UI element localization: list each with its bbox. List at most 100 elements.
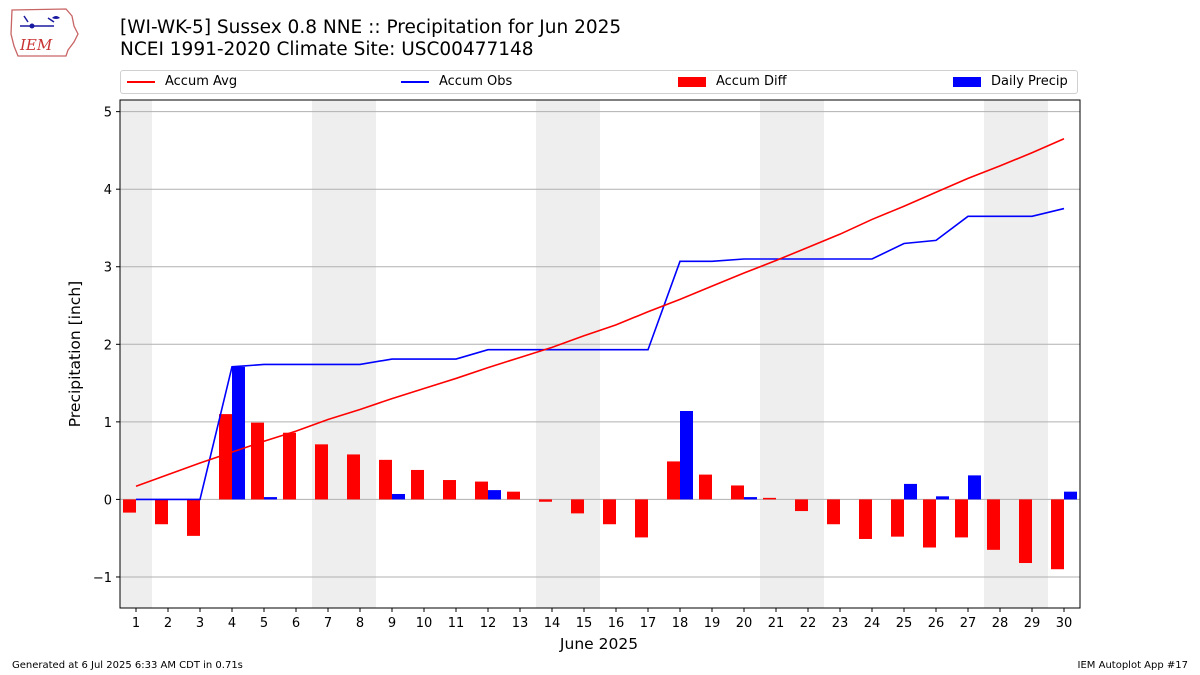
daily-precip-bar-26	[936, 496, 949, 500]
accum-diff-bar-19	[699, 474, 712, 500]
daily-precip-bar-5	[264, 497, 277, 500]
x-tick-label-1: 1	[132, 616, 140, 631]
legend-item-daily-precip: Daily Precip	[953, 74, 1068, 89]
x-tick-label-22: 22	[800, 616, 817, 631]
y-axis-label: Precipitation [inch]	[66, 281, 84, 427]
y-tick-label-4: 4	[104, 183, 112, 198]
plot-frame	[119, 99, 1081, 609]
x-tick-label-17: 17	[640, 616, 657, 631]
accum-obs-line	[136, 207, 1065, 501]
x-tick-label-24: 24	[864, 616, 881, 631]
iem-logo: IEM	[8, 6, 82, 60]
x-tick-label-6: 6	[292, 616, 300, 631]
accum-diff-bar-3	[187, 499, 200, 536]
accum-diff-bar-5	[251, 422, 264, 500]
accum-diff-bar-17	[635, 499, 648, 538]
x-tick-label-8: 8	[356, 616, 364, 631]
accum-diff-bar-30	[1051, 499, 1064, 570]
weekend-shade-day-7	[312, 100, 344, 608]
accum-diff-bar-22	[795, 499, 808, 512]
svg-text:IEM: IEM	[19, 36, 53, 54]
app-note: IEM Autoplot App #17	[1077, 660, 1188, 671]
x-tick-label-25: 25	[896, 616, 913, 631]
legend-swatch-accum-obs	[401, 80, 429, 83]
accum-diff-bar-10	[411, 469, 424, 500]
x-tick-label-19: 19	[704, 616, 721, 631]
accum-diff-bar-27	[955, 499, 968, 538]
weekend-shade-day-21	[760, 100, 792, 608]
legend-item-accum-diff: Accum Diff	[678, 74, 787, 89]
y-tick-label-2: 2	[104, 338, 112, 353]
bars	[123, 366, 1077, 570]
accum-diff-bar-29	[1019, 499, 1032, 564]
daily-precip-bar-12	[488, 490, 501, 500]
accum-diff-bar-13	[507, 491, 520, 500]
daily-precip-bar-27	[968, 475, 981, 500]
accum-diff-bar-24	[859, 499, 872, 539]
legend-swatch-daily-precip	[953, 76, 981, 87]
y-tick-label-0: 0	[104, 493, 112, 508]
x-tick-label-12: 12	[480, 616, 497, 631]
legend-label-accum-obs: Accum Obs	[439, 74, 513, 89]
x-tick-label-30: 30	[1056, 616, 1073, 631]
x-axis-label: June 2025	[559, 635, 638, 653]
title-line-1: [WI-WK-5] Sussex 0.8 NNE :: Precipitatio…	[120, 17, 622, 38]
legend-swatch-accum-avg	[127, 80, 155, 83]
x-tick-label-10: 10	[416, 616, 433, 631]
accum-diff-bar-18	[667, 461, 680, 500]
daily-precip-bar-18	[680, 411, 693, 500]
legend-item-accum-obs: Accum Obs	[401, 74, 512, 89]
accum-diff-bar-25	[891, 499, 904, 537]
x-tick-label-9: 9	[388, 616, 396, 631]
generated-note: Generated at 6 Jul 2025 6:33 AM CDT in 0…	[12, 660, 243, 671]
chart-title: [WI-WK-5] Sussex 0.8 NNE :: Precipitatio…	[120, 17, 621, 61]
accum-avg-line	[135, 138, 1065, 487]
daily-precip-bar-4	[232, 366, 245, 500]
x-tick-label-16: 16	[608, 616, 625, 631]
accum-diff-bar-12	[475, 481, 488, 500]
accum-diff-bar-8	[347, 454, 360, 500]
accum-diff-bar-1	[123, 499, 136, 513]
accum-diff-bar-15	[571, 499, 584, 514]
x-tick-label-18: 18	[672, 616, 689, 631]
accum-diff-bar-7	[315, 444, 328, 500]
weekend-shading	[120, 100, 1048, 608]
weekend-shade-day-8	[344, 100, 376, 608]
x-tick-label-14: 14	[544, 616, 561, 631]
legend-label-accum-avg: Accum Avg	[165, 74, 238, 89]
weekend-shade-day-22	[792, 100, 824, 608]
x-tick-label-2: 2	[164, 616, 172, 631]
legend-item-accum-avg: Accum Avg	[127, 74, 237, 89]
x-tick-label-15: 15	[576, 616, 593, 631]
daily-precip-bar-9	[392, 493, 405, 500]
accum-diff-bar-4	[219, 414, 232, 500]
legend-swatch-accum-diff	[678, 76, 706, 87]
x-tick-label-4: 4	[228, 616, 236, 631]
x-tick-label-26: 26	[928, 616, 945, 631]
lines	[135, 138, 1065, 501]
accum-diff-bar-26	[923, 499, 936, 548]
weekend-shade-day-15	[568, 100, 600, 608]
x-tick-label-23: 23	[832, 616, 849, 631]
legend-label-daily-precip: Daily Precip	[991, 74, 1068, 89]
y-tick-label-3: 3	[104, 261, 112, 276]
x-tick-label-13: 13	[512, 616, 529, 631]
accum-diff-bar-23	[827, 499, 840, 525]
title-line-2: NCEI 1991-2020 Climate Site: USC00477148	[120, 39, 534, 60]
daily-precip-bar-20	[744, 497, 757, 500]
accum-diff-bar-20	[731, 485, 744, 500]
x-tick-label-29: 29	[1024, 616, 1041, 631]
weekend-shade-day-1	[120, 100, 152, 608]
legend-label-accum-diff: Accum Diff	[716, 74, 787, 89]
chart-legend: Accum Avg Accum Obs Accum Diff Daily Pre…	[120, 70, 1078, 94]
accum-diff-bar-14	[539, 499, 552, 502]
x-tick-label-21: 21	[768, 616, 785, 631]
x-tick-label-11: 11	[448, 616, 465, 631]
x-tick-label-5: 5	[260, 616, 268, 631]
x-tick-label-28: 28	[992, 616, 1009, 631]
weekend-shade-day-14	[536, 100, 568, 608]
x-tick-label-7: 7	[324, 616, 332, 631]
y-tick-label--1: −1	[93, 571, 112, 586]
accum-diff-bar-6	[283, 432, 296, 500]
accum-diff-bar-9	[379, 459, 392, 500]
